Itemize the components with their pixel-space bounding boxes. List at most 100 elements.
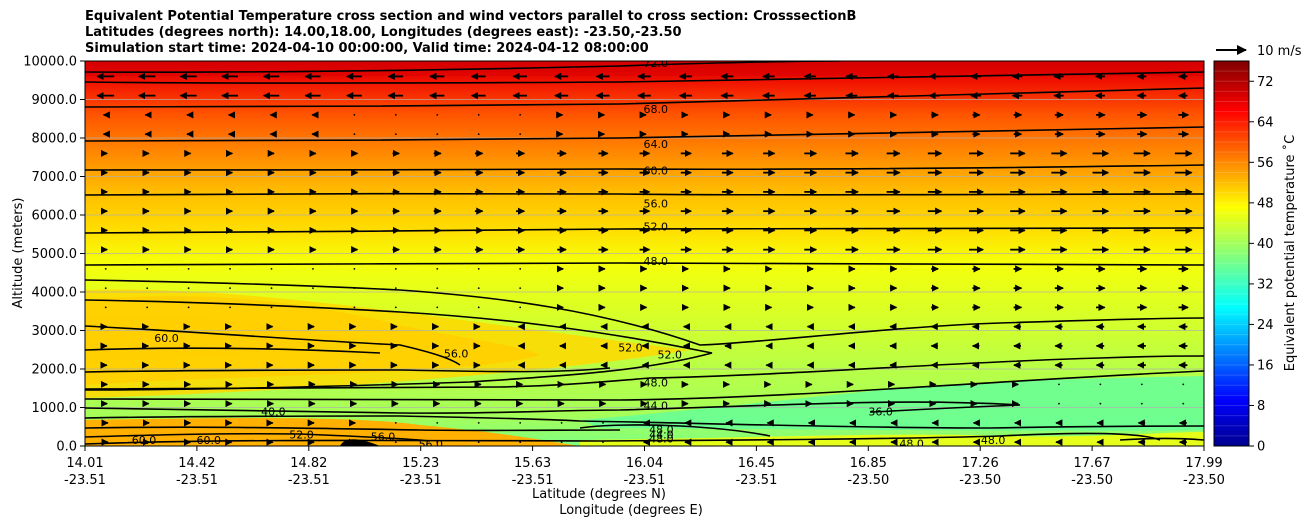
wind-vector (1140, 402, 1143, 405)
y-axis: 0.0 1000.0 2000.0 3000.0 4000.0 5000.0 6000.0 7… (23, 55, 85, 455)
wind-vector (436, 114, 439, 116)
wind-vector (477, 306, 480, 309)
y-tick-label: 3000.0 (32, 324, 78, 339)
x-tick-label-lat: 14.82 (290, 456, 327, 471)
wind-vector (394, 306, 397, 309)
wind-vector (436, 441, 439, 444)
colorbar (1214, 61, 1249, 446)
wind-vector (477, 422, 480, 424)
contour-label: 60.0 (643, 165, 668, 178)
contour-line (85, 279, 1204, 346)
wind-vector (146, 268, 149, 270)
x-tick-label-lat: 14.01 (66, 456, 103, 471)
chart-title-line-2: Latitudes (degrees north): 14.00,18.00, … (85, 25, 682, 40)
y-tick-label: 6000.0 (32, 209, 78, 224)
quiver-key-label: 10 m/s (1257, 44, 1302, 59)
contour-line (85, 61, 841, 73)
wind-vector (1140, 383, 1143, 386)
x-tick-label-lon: -23.51 (64, 473, 106, 488)
contour-line (85, 367, 611, 373)
contour-label: 56.0 (419, 438, 444, 451)
x-tick-label-lat: 16.45 (738, 456, 775, 471)
contour-label: 48.0 (649, 423, 674, 436)
contour-label: 60.0 (154, 332, 179, 345)
wind-vector (104, 268, 107, 270)
x-tick-label-lon: -23.50 (1183, 473, 1225, 488)
contour-label: 56.0 (371, 430, 396, 443)
wind-vector (394, 441, 397, 444)
wind-vector (270, 268, 273, 270)
contour-line (85, 227, 1204, 234)
wind-vector (602, 422, 604, 424)
contour-label: 52.0 (643, 221, 668, 234)
contour-label: 52.0 (618, 341, 643, 354)
colorbar-label: Equivalent potential temperature ˚C (1282, 135, 1298, 371)
contour-line (85, 299, 713, 391)
wind-vector (519, 306, 522, 309)
x-tick-label-lon: -23.51 (735, 473, 777, 488)
contour-line (85, 355, 1204, 390)
contour-label: 60.0 (132, 434, 157, 447)
x-tick-label-lat: 17.99 (1185, 456, 1222, 471)
contour-line (85, 432, 431, 442)
contour-line (1119, 437, 1204, 441)
contour-label: 52.0 (289, 428, 314, 441)
colorbar-tick-label: 16 (1257, 358, 1274, 373)
contour-label: 56.0 (444, 348, 469, 361)
wind-vector (187, 306, 190, 309)
y-tick-label: 5000.0 (32, 247, 78, 262)
contour-line (85, 401, 1021, 414)
wind-vector (146, 306, 149, 309)
chart-title-line-1: Equivalent Potential Temperature cross s… (85, 9, 857, 24)
wind-vector (519, 422, 522, 424)
colorbar-tick-label: 40 (1257, 237, 1274, 252)
colorbar-tick-label: 64 (1257, 115, 1274, 130)
contour-line (85, 432, 1161, 445)
wind-vector (436, 268, 439, 270)
x-tick-label-lat: 17.67 (1073, 456, 1110, 471)
colorbar-tick-label: 0 (1257, 440, 1265, 455)
wind-vector (519, 133, 522, 136)
contour-line (85, 415, 1204, 429)
x-tick-label-lon: -23.51 (288, 473, 330, 488)
wind-vector (477, 268, 480, 270)
x-axis-label-2: Longitude (degrees E) (559, 503, 703, 518)
colorbar-tick-label: 24 (1257, 318, 1274, 333)
y-tick-label: 10000.0 (23, 55, 77, 70)
x-tick-label-lat: 14.42 (178, 456, 215, 471)
y-tick-label: 2000.0 (32, 363, 78, 378)
wind-vector (353, 114, 356, 116)
contour-line (85, 325, 461, 366)
contour-label: 48.0 (899, 438, 924, 451)
x-tick-label-lat: 15.63 (514, 456, 551, 471)
x-tick-label-lat: 16.85 (850, 456, 887, 471)
contour-line (85, 347, 381, 354)
colorbar-tick-label: 48 (1257, 196, 1274, 211)
contour-label: 44.0 (649, 428, 674, 441)
contour-label: 60.0 (196, 434, 221, 447)
colorbar-ticks: 0 8 16 24 32 40 48 56 64 72 (1249, 75, 1274, 455)
contour-label: 48.0 (643, 255, 668, 268)
x-tick-label-lon: -23.50 (847, 473, 889, 488)
wind-vector (477, 114, 480, 116)
wind-vector (187, 287, 190, 290)
y-tick-label: 4000.0 (32, 286, 78, 301)
gridlines (85, 99, 1204, 408)
colorbar-tick-label: 72 (1257, 75, 1274, 90)
contour-label: 72.0 (643, 57, 668, 70)
y-tick-label: 8000.0 (32, 132, 78, 147)
y-tick-label: 0.0 (56, 440, 77, 455)
x-tick-label-lon: -23.51 (512, 473, 554, 488)
wind-vector (560, 441, 563, 444)
y-tick-label: 9000.0 (32, 93, 78, 108)
wind-vector (270, 287, 273, 290)
top-red-band (85, 61, 1204, 76)
wind-vector (229, 268, 231, 270)
x-tick-label-lon: -23.50 (1071, 473, 1113, 488)
contour-line (579, 424, 771, 437)
wind-vector (519, 268, 522, 270)
wind-vector (436, 287, 439, 290)
colorbar-tick-label: 32 (1257, 277, 1274, 292)
wind-vector (229, 306, 231, 309)
contour-label: 64.0 (643, 138, 668, 151)
